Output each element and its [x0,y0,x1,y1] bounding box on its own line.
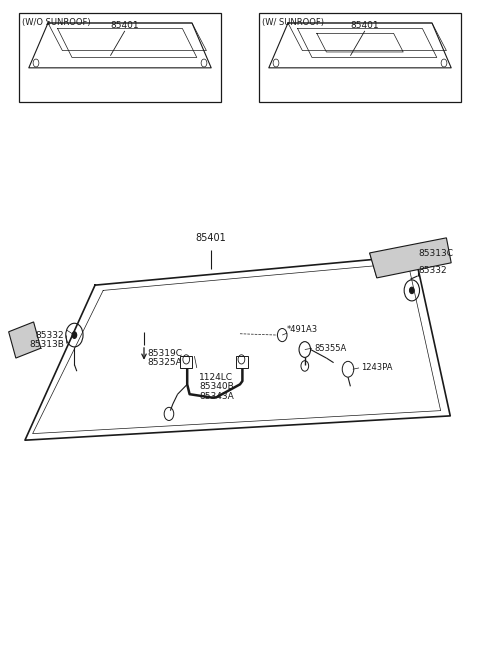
Text: 85332: 85332 [419,266,447,275]
Text: 85401: 85401 [110,20,139,30]
Polygon shape [370,238,451,278]
Text: 85340B: 85340B [199,382,234,391]
Text: 85401: 85401 [350,20,379,30]
Circle shape [409,287,414,294]
Text: 85325A: 85325A [148,357,182,367]
Bar [259,13,461,102]
Text: 1124LC: 1124LC [199,373,233,382]
Polygon shape [9,322,41,358]
Text: (W/O SUNROOF): (W/O SUNROOF) [22,18,90,28]
Text: 85332: 85332 [35,330,64,340]
Text: (W/ SUNROOF): (W/ SUNROOF) [262,18,324,28]
Text: 85313B: 85313B [29,340,64,349]
Text: 1243PA: 1243PA [361,363,393,373]
Text: 85343A: 85343A [199,392,234,401]
Text: 85355A: 85355A [314,344,347,353]
Bar [180,356,192,368]
Text: 85401: 85401 [196,233,227,243]
Bar [236,356,248,368]
Circle shape [72,331,77,339]
Text: 85319C: 85319C [148,349,183,358]
Text: *491A3: *491A3 [287,325,318,334]
Text: 85313C: 85313C [419,248,454,258]
Bar [19,13,221,102]
